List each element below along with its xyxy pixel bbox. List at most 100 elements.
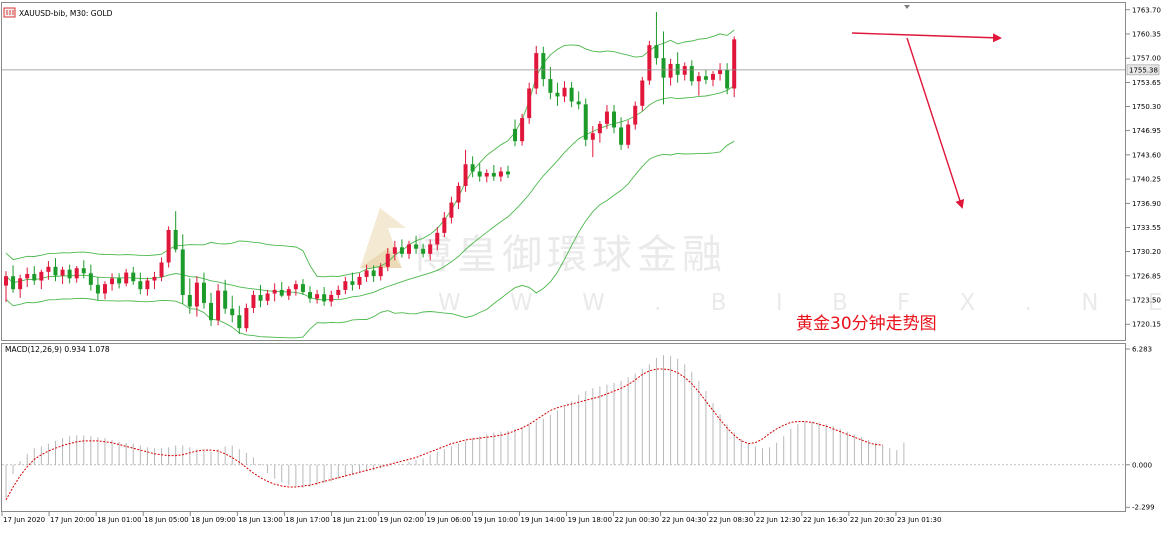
candle-body — [152, 276, 157, 281]
time-tick-label: 18 Jun 17:00 — [285, 516, 329, 524]
price-tick-label: 1720.15 — [1132, 321, 1161, 329]
candle-body — [32, 274, 37, 281]
candle-body — [428, 244, 433, 254]
candle-body — [145, 280, 150, 290]
candle-body — [477, 171, 482, 177]
window-menu-icon[interactable] — [3, 7, 16, 18]
macd-histogram — [5, 355, 905, 499]
candle-body — [463, 164, 468, 186]
price-tick-label: 1730.20 — [1132, 248, 1161, 256]
candles — [4, 11, 737, 334]
candle-body — [315, 294, 320, 299]
candle-body — [470, 164, 475, 172]
candle-body — [703, 76, 708, 80]
candle-body — [343, 281, 348, 290]
time-tick-label: 18 Jun 05:00 — [144, 516, 188, 524]
candle-body — [308, 292, 313, 299]
down-arrow — [906, 37, 965, 209]
price-panel — [1, 2, 1126, 341]
price-tick-label: 1743.60 — [1132, 151, 1161, 159]
candle-body — [718, 69, 723, 75]
price-tick-label: 1757.00 — [1132, 55, 1161, 63]
candle-body — [117, 278, 122, 284]
candle-body — [661, 58, 666, 78]
time-tick-label: 18 Jun 09:00 — [191, 516, 235, 524]
price-tick-label: 1733.55 — [1132, 224, 1161, 232]
time-tick-label: 19 Jun 10:00 — [474, 516, 518, 524]
candle-body — [696, 76, 701, 82]
candle-body — [180, 249, 185, 295]
price-axis: 1763.70 1760.35 1757.00 1753.65 1750.30 1746.… — [1126, 6, 1161, 329]
macd-signal — [5, 368, 883, 501]
candle-body — [187, 294, 192, 307]
candle-body — [619, 127, 624, 145]
time-tick-label: 22 Jun 20:30 — [850, 516, 894, 524]
candle-body — [60, 269, 65, 276]
candle-body — [286, 289, 291, 296]
price-tick-label: 1736.90 — [1132, 200, 1161, 208]
candle-body — [131, 272, 136, 282]
candle-body — [237, 315, 242, 329]
candle-body — [548, 79, 553, 93]
candle-body — [435, 232, 440, 245]
candle-body — [279, 289, 284, 296]
candle-body — [421, 248, 426, 254]
candle-body — [371, 270, 376, 277]
candle-body — [336, 289, 341, 295]
candle-body — [682, 66, 687, 75]
price-tick-label: 1723.50 — [1132, 297, 1161, 305]
time-tick-label: 18 Jun 01:00 — [97, 516, 141, 524]
candle-body — [612, 111, 617, 128]
candle-body — [597, 123, 602, 134]
candle-body — [350, 281, 355, 285]
time-tick-label: 22 Jun 00:30 — [615, 516, 659, 524]
candle-body — [18, 278, 23, 290]
flat-arrow — [851, 32, 1002, 43]
time-tick-label: 19 Jun 18:00 — [568, 516, 612, 524]
candle-body — [449, 202, 454, 218]
macd-tick-label: 6.283 — [1132, 346, 1152, 354]
candle-body — [39, 271, 44, 281]
watermark-url: W W W . B I B F X . N E T — [438, 290, 1170, 316]
candle-body — [385, 253, 390, 267]
candle-body — [725, 69, 730, 89]
symbol-label: XAUUSD-bib, M30: GOLD — [19, 9, 113, 18]
candle-body — [668, 63, 673, 78]
price-tick-label: 1740.25 — [1132, 176, 1161, 184]
candle-body — [11, 276, 16, 290]
candle-body — [223, 290, 228, 309]
candle-body — [216, 290, 221, 321]
time-tick-label: 23 Jun 01:30 — [897, 516, 941, 524]
candle-body — [4, 276, 8, 286]
candle-body — [244, 307, 249, 329]
candle-body — [53, 266, 58, 276]
candle-body — [300, 284, 305, 293]
time-tick-label: 22 Jun 16:30 — [803, 516, 847, 524]
time-tick-label: 17 Jun 2020 — [3, 516, 45, 524]
candle-body — [138, 281, 143, 290]
candle-body — [173, 229, 178, 250]
time-tick-label: 22 Jun 08:30 — [709, 516, 753, 524]
candle-body — [46, 266, 51, 272]
candle-body — [265, 293, 270, 301]
candle-body — [81, 268, 86, 274]
current-price-badge — [1126, 64, 1160, 76]
candle-body — [25, 274, 30, 279]
candle-body — [230, 308, 235, 316]
macd-label: MACD(12,26,9) 0.934 1.078 — [5, 345, 110, 354]
candle-body — [272, 289, 277, 294]
candle-body — [102, 284, 107, 294]
chart-shift-marker[interactable] — [904, 5, 910, 9]
candle-body — [527, 88, 532, 119]
candle-body — [569, 87, 574, 102]
time-tick-label: 18 Jun 13:00 — [238, 516, 282, 524]
candle-body — [647, 45, 652, 81]
candle-body — [456, 185, 461, 203]
candle-body — [110, 278, 115, 285]
candle-body — [513, 128, 518, 142]
time-axis: 17 Jun 2020 17 Jun 20:00 18 Jun 01:00 18 Ju… — [1, 512, 941, 524]
time-tick-label: 19 Jun 02:00 — [379, 516, 423, 524]
macd-tick-label: -2.299 — [1132, 504, 1155, 512]
candle-body — [329, 294, 334, 302]
